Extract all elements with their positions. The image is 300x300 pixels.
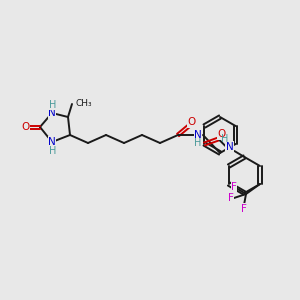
Text: H: H xyxy=(49,100,57,110)
Text: O: O xyxy=(21,122,29,132)
Text: CH₃: CH₃ xyxy=(75,98,92,107)
Text: N: N xyxy=(226,142,233,152)
Text: F: F xyxy=(228,193,234,203)
Text: H: H xyxy=(49,146,57,155)
Text: F: F xyxy=(231,182,237,192)
Text: O: O xyxy=(217,129,226,139)
Text: N: N xyxy=(48,137,56,147)
Text: F: F xyxy=(241,204,247,214)
Text: N: N xyxy=(194,130,202,140)
Text: H: H xyxy=(221,134,228,144)
Text: H: H xyxy=(194,138,202,148)
Text: O: O xyxy=(188,117,196,127)
Text: N: N xyxy=(48,108,56,118)
